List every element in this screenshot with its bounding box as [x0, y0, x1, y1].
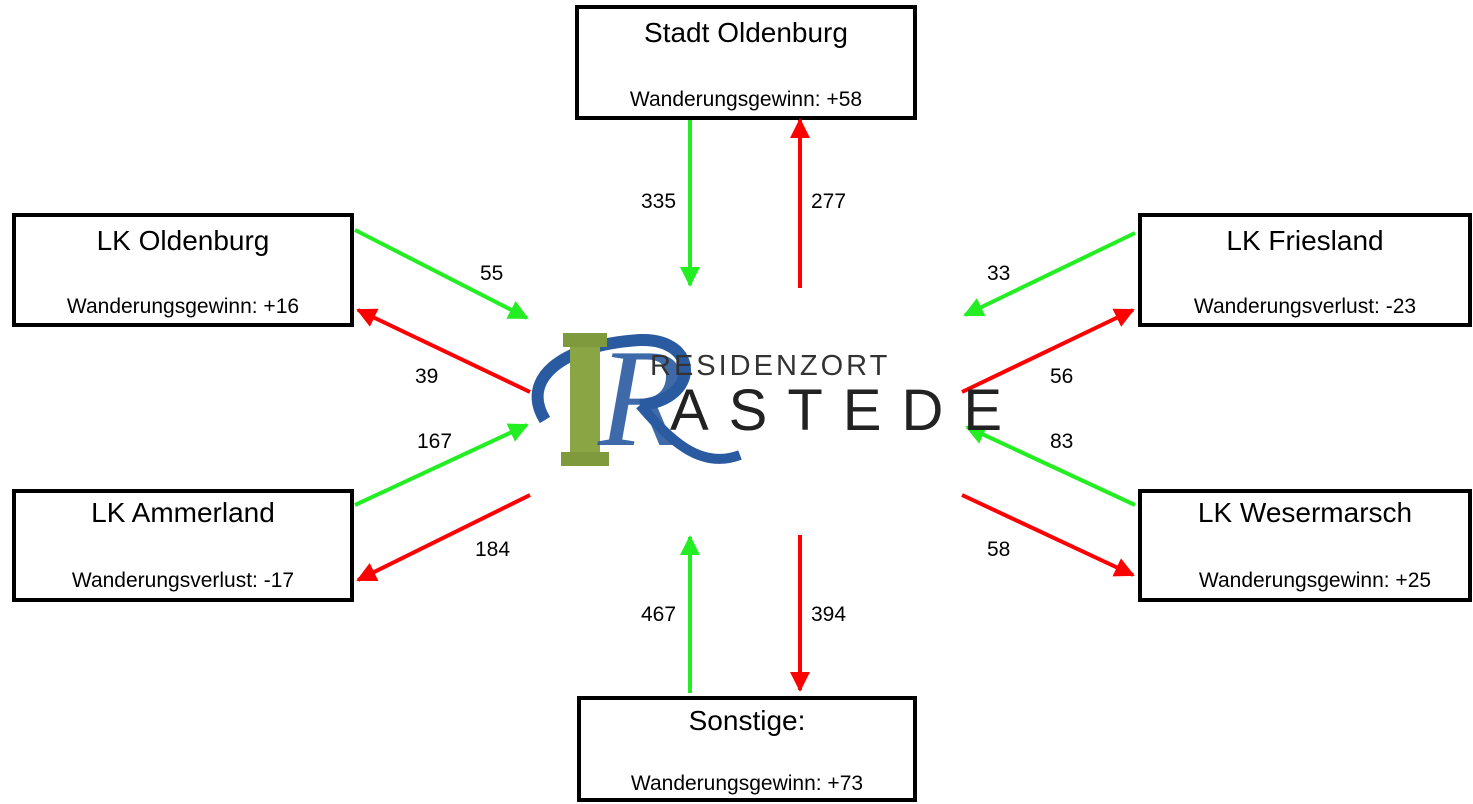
logo-tagline: RESIDENZORT — [650, 350, 890, 382]
flow-label: 277 — [811, 190, 846, 213]
flow-label: 184 — [475, 538, 510, 561]
node-box: LK Ammerland Wanderungsverlust: -17 — [12, 489, 354, 602]
flow-label: 83 — [1050, 430, 1073, 453]
node-name: Stadt Oldenburg — [644, 17, 848, 48]
node-name: LK Ammerland — [91, 497, 275, 528]
logo-swoosh — [636, 401, 742, 464]
flow-label: 167 — [417, 430, 452, 453]
column-capital — [563, 333, 607, 347]
logo-name: ASTEDE — [670, 378, 1022, 443]
node-balance: Wanderungsgewinn: +58 — [630, 88, 862, 111]
node-name: Sonstige: — [689, 705, 806, 736]
node-balance: Wanderungsverlust: -17 — [72, 569, 294, 592]
flow-label: 58 — [987, 538, 1010, 561]
flow-label: 394 — [811, 603, 846, 626]
column-base — [561, 452, 609, 466]
node-balance: Wanderungsgewinn: +16 — [67, 295, 299, 318]
node-box: Sonstige: Wanderungsgewinn: +73 — [577, 696, 917, 802]
outflow-arrow — [961, 493, 1135, 577]
outflow-arrow — [356, 308, 531, 394]
node-balance: Wanderungsgewinn: +25 — [1199, 569, 1431, 592]
flow-label: 55 — [480, 262, 503, 285]
flow-label: 56 — [1050, 365, 1073, 388]
node-box: LK Wesermarsch Wanderungsgewinn: +25 — [1138, 489, 1472, 602]
column-shaft — [570, 347, 600, 452]
node-box: Stadt Oldenburg Wanderungsgewinn: +58 — [575, 5, 917, 120]
inflow-arrow — [354, 228, 529, 320]
node-box: LK Friesland Wanderungsverlust: -23 — [1138, 213, 1472, 327]
node-name: LK Oldenburg — [97, 225, 270, 256]
flow-label: 39 — [415, 365, 438, 388]
node-box: LK Oldenburg Wanderungsgewinn: +16 — [12, 213, 354, 327]
logo: R RESIDENZORT ASTEDE — [531, 321, 1022, 476]
flow-label: 33 — [987, 262, 1010, 285]
node-name: LK Wesermarsch — [1198, 497, 1412, 528]
inflow-arrow — [965, 425, 1136, 507]
inflow-arrow — [354, 423, 529, 507]
outflow-arrow — [356, 493, 531, 582]
node-balance: Wanderungsgewinn: +73 — [631, 772, 863, 795]
inflow-arrow — [963, 231, 1136, 317]
node-name: LK Friesland — [1226, 225, 1383, 256]
flow-label: 335 — [641, 190, 676, 213]
flow-label: 467 — [641, 603, 676, 626]
logo-swoosh — [531, 333, 691, 424]
node-balance: Wanderungsverlust: -23 — [1194, 295, 1416, 318]
logo-initial: R — [597, 321, 684, 476]
outflow-arrow — [961, 308, 1135, 394]
